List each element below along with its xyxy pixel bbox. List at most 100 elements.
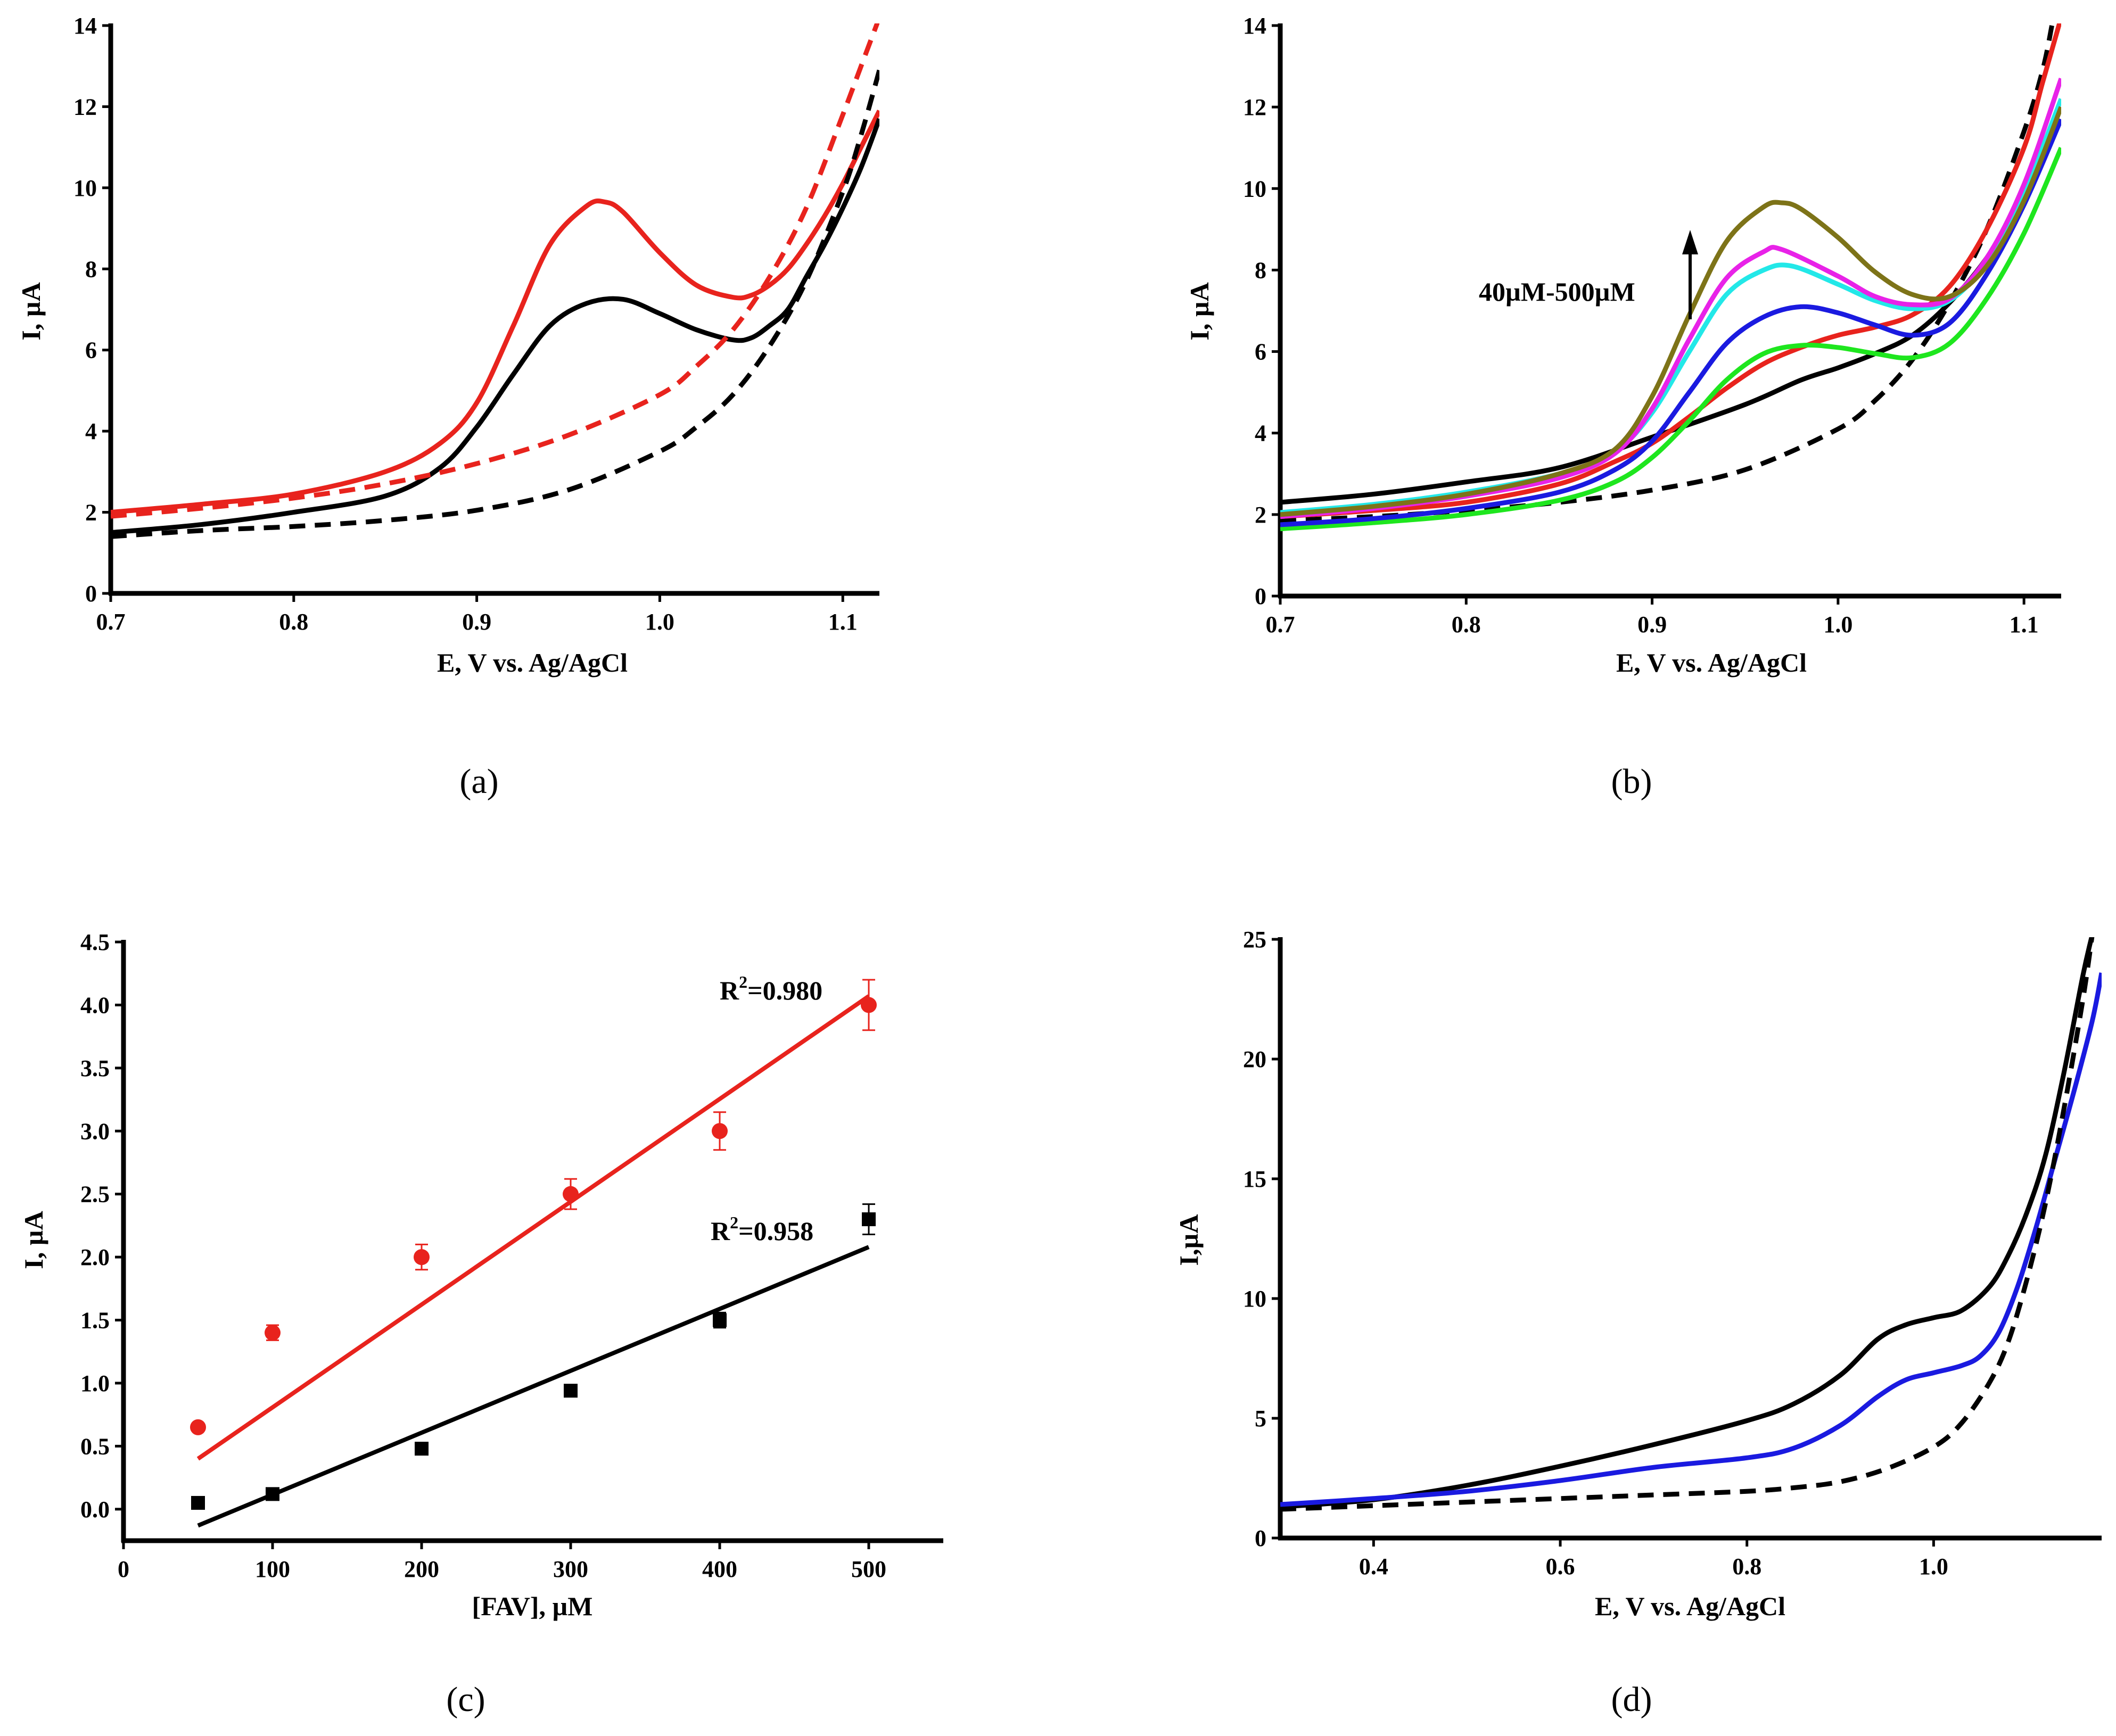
data-point-black	[191, 1495, 205, 1510]
y-tick-label: 14	[73, 13, 97, 39]
x-axis-title: E, V vs. Ag/AgCl	[1616, 648, 1807, 677]
data-point-red	[265, 1325, 281, 1341]
y-tick-label: 20	[1243, 1046, 1266, 1072]
y-tick-label: 12	[73, 94, 97, 120]
y-tick-label: 2.0	[80, 1244, 110, 1270]
x-tick-label: 0.6	[1546, 1553, 1575, 1580]
y-tick-label: 25	[1243, 927, 1266, 953]
y-tick-label: 2	[1255, 502, 1266, 528]
series-line-red	[1280, 23, 2061, 519]
x-tick-label: 0.9	[462, 609, 491, 635]
x-tick-label: 0.8	[1452, 611, 1481, 638]
y-axis-title: I,µA	[1174, 1214, 1204, 1266]
panel-label: (d)	[1611, 1680, 1652, 1719]
y-tick-label: 2	[85, 500, 97, 526]
r2-superscript: 2	[739, 972, 747, 991]
y-tick-label: 8	[1255, 257, 1266, 283]
data-point-red	[563, 1186, 579, 1202]
y-tick-label: 1.0	[80, 1370, 110, 1396]
x-axis-title: E, V vs. Ag/AgCl	[1595, 1591, 1785, 1621]
data-point-red	[414, 1249, 430, 1266]
series-line-green	[1280, 146, 2061, 532]
x-tick-label: 100	[255, 1556, 290, 1582]
panel-a: 0 2 4 6 8 10 12 14 0.7 0.8 0.9 1.0 1.1 E, V vs. Ag/Ag…	[16, 13, 879, 801]
x-tick-label: 0	[118, 1556, 129, 1582]
y-tick-label: 10	[1243, 176, 1266, 202]
r2-label-black: R2=0.958	[711, 1213, 813, 1246]
x-tick-label: 200	[404, 1556, 439, 1582]
x-axis-title: E, V vs. Ag/AgCl	[437, 648, 628, 677]
y-axis-title: I, µA	[16, 282, 46, 340]
y-tick-label: 12	[1243, 94, 1266, 120]
concentration-annotation: 40µM-500µM	[1479, 277, 1635, 307]
series-line-black-solid	[111, 118, 879, 535]
x-tick-label: 1.1	[828, 609, 858, 635]
series-line-black-solid	[1280, 937, 2094, 1509]
arrow-head	[1682, 230, 1698, 254]
plot-area	[111, 23, 879, 539]
r2-label-red: R2=0.980	[720, 972, 822, 1005]
panel-label: (c)	[446, 1680, 485, 1719]
y-tick-label: 4.0	[80, 992, 110, 1018]
y-axis-title: I, µA	[1184, 282, 1214, 340]
x-tick-label: 1.1	[2010, 611, 2039, 638]
data-point-black	[415, 1442, 429, 1456]
fit-line-black	[197, 1245, 870, 1528]
x-tick-label: 1.0	[645, 609, 674, 635]
x-tick-label: 1.0	[1919, 1553, 1948, 1580]
r2-prefix: R	[720, 976, 739, 1005]
r2-superscript: 2	[730, 1213, 738, 1232]
fit-line-red	[196, 994, 870, 1461]
data-point-red	[190, 1419, 206, 1435]
y-tick-label: 0.5	[80, 1433, 110, 1459]
y-tick-label: 2.5	[80, 1181, 110, 1208]
x-tick-label: 0.7	[96, 609, 126, 635]
panel-b: 0 2 4 6 8 10 12 14 0.7 0.8 0.9 1.0 1.1 E, V vs. Ag/Ag…	[1184, 13, 2061, 801]
data-point-black	[266, 1487, 279, 1501]
y-tick-label: 5	[1255, 1406, 1266, 1432]
x-tick-label: 500	[851, 1556, 886, 1582]
panel-d: 0 5 10 15 20 25 0.4 0.6 0.8 1.0 E, V vs. Ag/AgCl I,…	[1174, 927, 2102, 1719]
series-line-black-dashed	[111, 69, 879, 539]
y-tick-label: 0.0	[80, 1497, 110, 1523]
y-tick-label: 4	[85, 418, 97, 444]
plot-area	[1280, 937, 2102, 1512]
data-point-black	[564, 1384, 578, 1398]
y-tick-label: 10	[1243, 1286, 1266, 1312]
r2-prefix: R	[711, 1216, 730, 1246]
series-line-cyan	[1280, 98, 2061, 515]
y-tick-label: 15	[1243, 1166, 1266, 1192]
plot-area	[196, 994, 870, 1528]
y-tick-label: 0	[85, 581, 97, 607]
series-line-black-dashed	[1280, 937, 2095, 1512]
series-line-blue	[1280, 972, 2102, 1507]
panel-label: (a)	[459, 762, 498, 801]
x-tick-label: 300	[553, 1556, 588, 1582]
y-tick-label: 6	[85, 337, 97, 363]
y-tick-label: 4	[1255, 420, 1266, 447]
series-line-red-dashed	[111, 23, 879, 519]
x-tick-label: 0.8	[279, 609, 308, 635]
x-tick-label: 0.9	[1637, 611, 1667, 638]
x-tick-label: 0.7	[1266, 611, 1295, 638]
y-tick-label: 8	[85, 256, 97, 282]
y-tick-label: 1.5	[80, 1308, 110, 1334]
series-line-blue	[1280, 118, 2061, 527]
panel-c: 0.0 0.5 1.0 1.5 2.0 2.5 3.0 3.5 4.0 4.5 0 100 200 300…	[19, 929, 943, 1719]
x-tick-label: 400	[702, 1556, 737, 1582]
y-tick-label: 0	[1255, 1525, 1266, 1551]
data-point-red	[861, 997, 877, 1013]
series-line-olive	[1280, 106, 2061, 517]
y-tick-label: 14	[1243, 13, 1266, 39]
r2-value: =0.958	[738, 1216, 813, 1246]
x-tick-label: 0.4	[1359, 1553, 1388, 1580]
y-tick-label: 6	[1255, 339, 1266, 365]
panel-label: (b)	[1611, 762, 1652, 801]
data-point-black	[862, 1212, 876, 1227]
y-tick-label: 4.5	[80, 929, 110, 955]
x-axis-title: [FAV], µM	[472, 1591, 593, 1621]
data-point-black	[713, 1313, 727, 1327]
y-tick-label: 3.0	[80, 1118, 110, 1144]
x-tick-label: 0.8	[1732, 1553, 1761, 1580]
y-axis-title: I, µA	[19, 1211, 48, 1269]
